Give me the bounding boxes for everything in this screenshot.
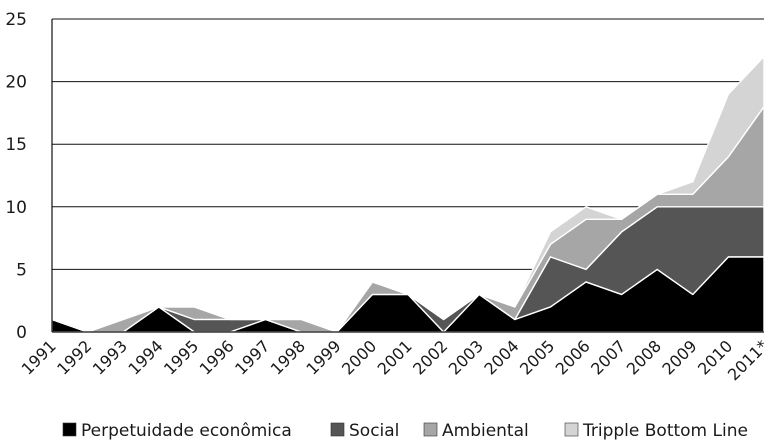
legend-item: Tripple Bottom Line	[564, 421, 748, 441]
x-tick-label: 2007	[587, 336, 629, 378]
y-axis: 0 5 10 15 20 25	[5, 10, 53, 343]
y-tick-label: 15	[5, 135, 27, 155]
legend-swatch	[423, 422, 438, 437]
x-tick-label: 2000	[338, 336, 380, 378]
legend-label: Social	[349, 421, 399, 441]
x-tick-label: 2008	[623, 336, 665, 378]
y-tick-label: 5	[16, 260, 27, 280]
legend-swatch	[330, 422, 345, 437]
x-tick-label: 1997	[231, 336, 273, 378]
x-tick-label: 2003	[445, 336, 487, 378]
legend-swatch	[62, 422, 77, 437]
x-tick-label: 1994	[124, 336, 166, 378]
x-tick-label: 2002	[409, 336, 451, 378]
area-series-4	[51, 55, 764, 333]
x-tick-label: 1992	[53, 336, 95, 378]
y-tick-label: 25	[5, 10, 27, 30]
legend-item: Perpetuidade econômica	[62, 421, 292, 441]
x-tick-label: 1993	[89, 336, 131, 378]
series-areas	[51, 55, 764, 333]
y-tick-label: 0	[16, 323, 27, 343]
x-tick-label: 2005	[516, 336, 558, 378]
x-tick-label: 2004	[480, 336, 522, 378]
x-tick-label: 1998	[267, 336, 309, 378]
x-tick-label: 2006	[552, 336, 594, 378]
legend-label: Perpetuidade econômica	[81, 421, 292, 441]
x-tick-label: 1995	[160, 336, 202, 378]
legend-item: Ambiental	[423, 421, 529, 441]
x-tick-label: 1996	[196, 336, 238, 378]
legend-swatch	[564, 422, 579, 437]
legend-item: Social	[330, 421, 399, 441]
x-tick-label: 2001	[374, 336, 416, 378]
legend-label: Tripple Bottom Line	[582, 421, 748, 441]
y-tick-label: 20	[5, 73, 27, 93]
y-tick-label: 10	[5, 198, 27, 218]
x-axis: 1991199219931994199519961997199819992000…	[18, 331, 764, 384]
x-tick-label: 2009	[658, 336, 700, 378]
legend: Perpetuidade econômica Social Ambiental Tri…	[62, 421, 748, 441]
legend-label: Ambiental	[442, 421, 529, 441]
x-tick-label: 1999	[302, 336, 344, 378]
